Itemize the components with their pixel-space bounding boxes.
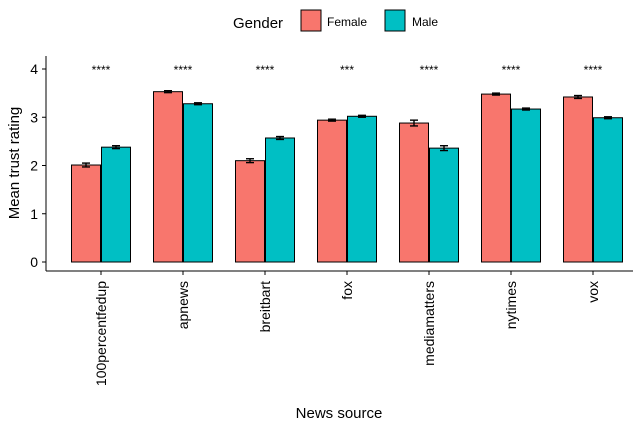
legend-label-female: Female (327, 15, 367, 29)
y-axis-title: Mean trust rating (6, 107, 23, 220)
legend-key-female (300, 9, 322, 32)
y-tick-label: 3 (30, 109, 38, 125)
bar-female-fox (317, 119, 347, 263)
error-bars (82, 90, 612, 168)
bar-male-nytimes (511, 108, 541, 263)
significance-label: **** (174, 63, 193, 77)
bar-male-fox (347, 115, 377, 263)
y-tick-label: 2 (30, 158, 38, 174)
legend-title: Gender (233, 15, 283, 32)
y-tick-label: 0 (30, 254, 38, 270)
x-tick-label: vox (585, 281, 601, 303)
significance-label: **** (502, 63, 521, 77)
legend-key-male (384, 9, 406, 32)
x-tick-label: 100percentfedup (93, 281, 109, 386)
legend-label-male: Male (412, 15, 438, 29)
y-tick-label: 4 (30, 61, 38, 77)
bar-male-100percentfedup (101, 146, 131, 263)
significance-label: **** (584, 63, 603, 77)
y-ticks: 0 1 2 3 4 (30, 61, 46, 270)
bar-male-mediamatters (429, 147, 459, 263)
x-tick-label: nytimes (503, 281, 519, 329)
significance-labels: **** **** **** *** **** **** **** (92, 63, 603, 77)
bar-female-vox (563, 96, 593, 263)
bar-female-mediamatters (399, 122, 429, 263)
legend: Gender Female Male (233, 9, 438, 32)
y-tick-label: 1 (30, 206, 38, 222)
significance-label: **** (420, 63, 439, 77)
bar-male-apnews (183, 103, 213, 263)
bar-male-vox (593, 117, 623, 263)
significance-label: *** (340, 63, 354, 77)
x-tick-label: mediamatters (421, 281, 437, 366)
significance-label: **** (92, 63, 111, 77)
x-tick-label: apnews (175, 281, 191, 329)
x-axis-title: News source (296, 405, 383, 422)
x-tick-label: fox (339, 281, 355, 300)
bar-female-apnews (153, 91, 183, 263)
x-tick-label: breitbart (257, 281, 273, 332)
bar-male-breitbart (265, 137, 295, 263)
bars (71, 91, 623, 263)
significance-label: **** (256, 63, 275, 77)
x-ticks: 100percentfedup apnews breitbart fox mediama… (93, 271, 601, 386)
bar-female-breitbart (235, 160, 265, 263)
bar-female-100percentfedup (71, 164, 101, 263)
bar-female-nytimes (481, 93, 511, 263)
